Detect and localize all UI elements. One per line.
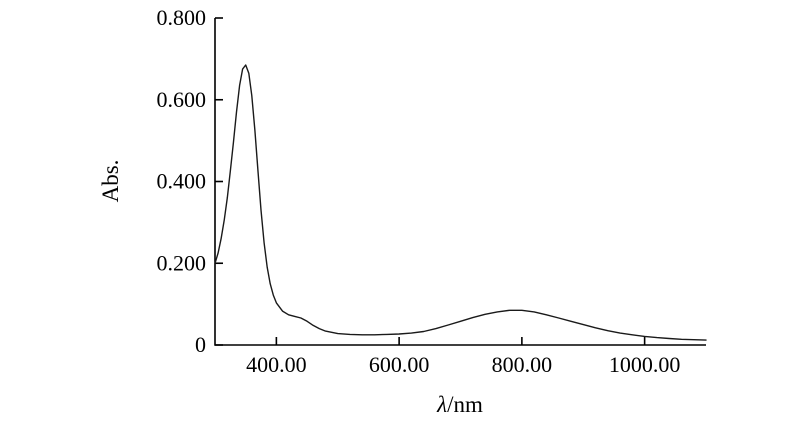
y-tick-label: 0.600 <box>157 87 207 112</box>
x-tick-label: 1000.00 <box>609 352 681 377</box>
y-axis-label: Abs. <box>98 160 123 203</box>
x-tick-label: 600.00 <box>369 352 430 377</box>
y-tick-label: 0 <box>195 332 206 357</box>
x-axis-unit: /nm <box>447 392 483 417</box>
y-tick-label: 0.800 <box>157 5 207 30</box>
x-tick-label: 800.00 <box>492 352 553 377</box>
y-tick-label: 0.200 <box>157 250 207 275</box>
x-tick-label: 400.00 <box>246 352 307 377</box>
x-axis-label: λ/nm <box>436 392 483 417</box>
spectrum-curve <box>214 64 707 341</box>
axis-lines <box>214 18 706 346</box>
plot-area: 400.00 600.00 800.00 1000.00 0 0.200 0.400 0.60… <box>157 5 707 377</box>
y-tick-label: 0.400 <box>157 169 207 194</box>
lambda-symbol: λ <box>436 392 447 417</box>
